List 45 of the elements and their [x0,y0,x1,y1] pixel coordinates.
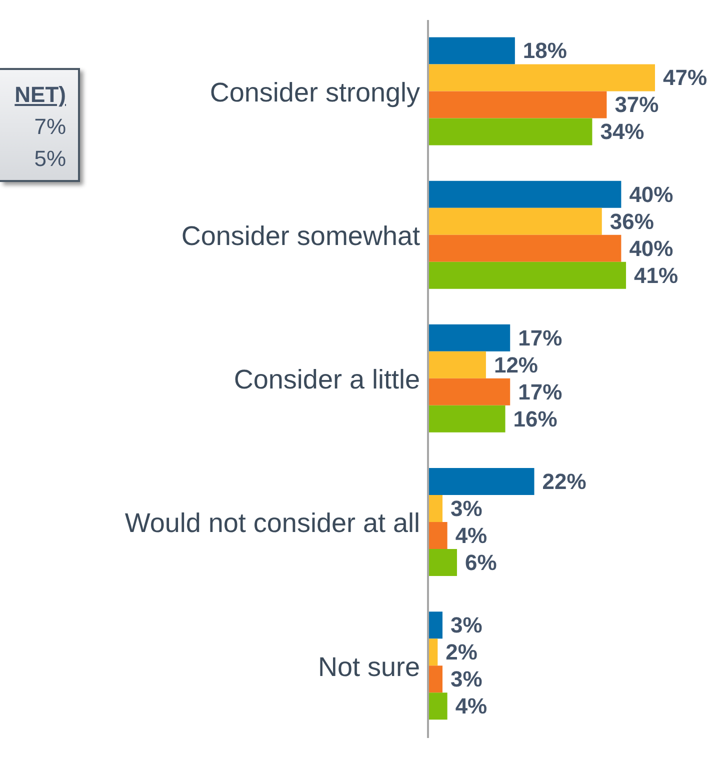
data-label: 40% [629,182,674,207]
bar [428,692,448,720]
note-box: NET) 7% 5% [0,68,80,182]
bar [428,324,510,352]
data-label: 16% [513,406,558,432]
data-label: 3% [450,612,482,638]
data-label: 4% [455,694,488,719]
y-tick-label: Consider somewhat [181,220,420,251]
bar [428,495,442,522]
data-label: 12% [494,352,538,378]
bar [428,180,622,208]
bar [428,118,592,146]
data-label: 47% [663,65,708,90]
y-tick-label: Consider strongly [210,77,420,108]
bar [428,234,622,262]
bar [428,208,602,235]
data-label: 36% [610,208,654,234]
bar [428,549,457,576]
data-label: 18% [522,38,567,64]
data-label: 4% [455,523,488,548]
data-label: 34% [600,119,644,144]
data-label: 17% [518,325,562,350]
data-label: 3% [450,496,482,522]
data-label: 40% [629,236,674,261]
bar [428,405,506,432]
bar [428,468,534,496]
data-label: 37% [614,92,659,118]
bar [428,262,626,289]
data-label: 17% [518,379,562,404]
bar [428,91,607,118]
data-label: 6% [464,550,497,576]
bar [428,64,655,92]
bar [428,522,448,550]
bar [428,612,442,639]
data-label: 41% [634,262,678,288]
bar [428,37,515,64]
y-tick-label: Not sure [318,652,420,682]
data-label: 22% [542,469,586,494]
data-label: 3% [450,666,482,692]
data-label: 2% [446,640,478,665]
bar [428,666,442,693]
bar [428,351,486,378]
y-tick-label: Consider a little [234,364,420,395]
y-tick-label: Would not consider at all [124,508,420,538]
bar [428,378,510,406]
